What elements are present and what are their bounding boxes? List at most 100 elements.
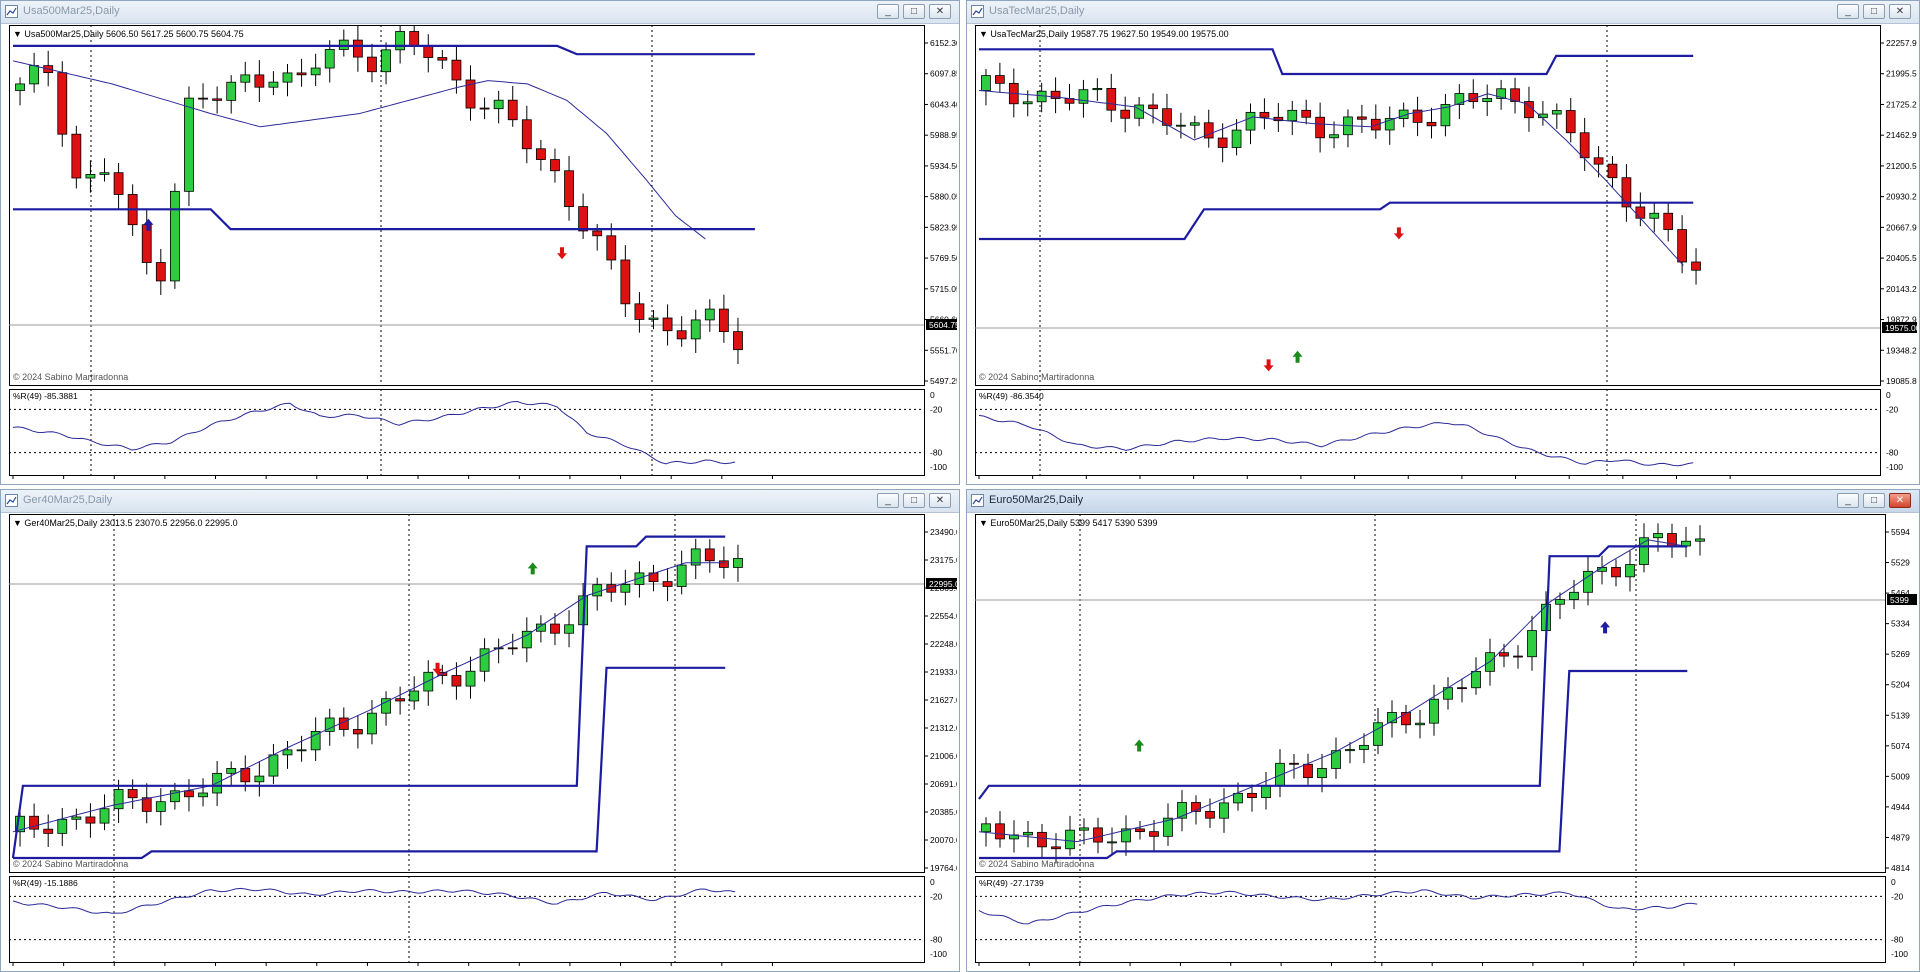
- williams-r-line: [12, 887, 736, 914]
- price-label: 20405.55: [1886, 253, 1917, 263]
- candle: [1440, 93, 1451, 137]
- maximize-button[interactable]: □: [1863, 4, 1885, 19]
- candle: [676, 550, 687, 595]
- sell-arrow-icon: [432, 662, 443, 675]
- candle: [1607, 156, 1618, 188]
- candle: [1415, 709, 1425, 739]
- price-chart[interactable]: ▼ UsaTecMar25,Daily 19587.75 19627.50 19…: [975, 25, 1917, 480]
- chart-window-ger40[interactable]: Ger40Mar25,Daily _ □ ✕ ▼ Ger40Mar25,Daily 23…: [0, 489, 960, 972]
- candle: [1203, 109, 1214, 148]
- candle: [981, 68, 991, 106]
- close-button[interactable]: ✕: [929, 4, 951, 19]
- candle: [550, 613, 560, 646]
- minimize-button[interactable]: _: [1837, 493, 1859, 508]
- candle: [465, 65, 476, 121]
- candle: [1555, 592, 1565, 619]
- maximize-button[interactable]: □: [903, 4, 925, 19]
- title-bar[interactable]: Euro50Mar25,Daily _ □ ✕: [967, 490, 1919, 513]
- chart-window-usa500[interactable]: Usa500Mar25,Daily _ □ ✕ ▼ Usa500Mar25,Daily …: [0, 0, 960, 485]
- price-label: 21933.0: [930, 667, 957, 677]
- candle: [57, 61, 68, 147]
- price-label: 4814: [1891, 863, 1910, 873]
- candle: [113, 779, 124, 824]
- candle: [521, 617, 532, 663]
- close-button[interactable]: ✕: [1889, 4, 1911, 19]
- candle: [1510, 77, 1520, 114]
- candle: [1482, 84, 1493, 117]
- candle: [564, 610, 574, 648]
- candle: [85, 160, 96, 193]
- indicator-label: -20: [1891, 891, 1904, 901]
- price-label: 23175.0: [930, 555, 957, 565]
- candle: [437, 49, 448, 69]
- candle: [1163, 803, 1173, 846]
- minimize-button[interactable]: _: [1837, 4, 1859, 19]
- candle: [296, 735, 307, 762]
- candle: [43, 814, 54, 847]
- candle: [465, 656, 476, 699]
- price-label: 20667.90: [1886, 222, 1917, 232]
- price-label: 20143.20: [1886, 284, 1917, 294]
- title-bar[interactable]: Usa500Mar25,Daily _ □ ✕: [1, 1, 959, 24]
- price-label: 5139: [1891, 710, 1910, 720]
- candle: [1454, 84, 1465, 120]
- last-price-tag: 5604.75: [926, 319, 957, 330]
- candle: [1331, 737, 1341, 779]
- indicator-pane-frame: [975, 876, 1886, 963]
- candle: [310, 717, 321, 761]
- maximize-button[interactable]: □: [1863, 493, 1885, 508]
- price-label: 20930.25: [1886, 192, 1917, 202]
- svg-text:19575.00: 19575.00: [1885, 323, 1917, 333]
- price-label: 20070.0: [930, 835, 957, 845]
- candle: [1289, 754, 1299, 779]
- candle: [718, 294, 729, 343]
- price-label: 22248.0: [930, 639, 957, 649]
- title-bar[interactable]: Ger40Mar25,Daily _ □ ✕: [1, 490, 959, 513]
- price-chart[interactable]: ▼ Usa500Mar25,Daily 5606.50 5617.25 5600…: [9, 25, 957, 480]
- price-label: 5529: [1891, 558, 1910, 568]
- chart-window-icon: [971, 494, 984, 507]
- williams-r-line: [978, 889, 1698, 925]
- candle: [29, 803, 40, 838]
- close-button[interactable]: ✕: [1889, 493, 1911, 508]
- candle: [1583, 556, 1593, 606]
- indicator-label: -100: [1891, 949, 1908, 959]
- candle: [507, 85, 518, 127]
- candle: [99, 794, 110, 831]
- buy-arrow-icon: [1600, 621, 1611, 634]
- price-label: 5934.50: [930, 161, 957, 171]
- candle: [1219, 788, 1229, 833]
- candle: [1496, 79, 1506, 110]
- candle: [479, 97, 490, 120]
- williams-r-line: [12, 400, 736, 465]
- chart-window-euro50[interactable]: Euro50Mar25,Daily _ □ ✕ ▼ Euro50Mar25,Daily …: [966, 489, 1920, 972]
- title-bar[interactable]: UsaTecMar25,Daily _ □ ✕: [967, 1, 1919, 24]
- candle: [648, 309, 659, 330]
- candle: [1301, 99, 1312, 125]
- candle: [1037, 823, 1047, 858]
- candle: [606, 223, 617, 270]
- close-button[interactable]: ✕: [929, 493, 951, 508]
- price-chart[interactable]: ▼ Euro50Mar25,Daily 5399 5417 5390 5399 5…: [975, 514, 1917, 967]
- buy-arrow-icon: [527, 562, 538, 575]
- candle: [1695, 525, 1705, 556]
- candle: [1426, 107, 1437, 139]
- price-chart[interactable]: ▼ Ger40Mar25,Daily 23013.5 23070.5 22956…: [9, 514, 957, 967]
- price-label: 19085.85: [1886, 376, 1917, 386]
- indicator-label: -80: [1886, 448, 1899, 458]
- price-label: 6152.30: [930, 38, 957, 48]
- last-price-tag: 19575.00: [1882, 322, 1917, 333]
- candle: [1401, 704, 1411, 734]
- candle: [1233, 782, 1243, 811]
- minimize-button[interactable]: _: [877, 493, 899, 508]
- last-price-tag: 5399: [1887, 594, 1917, 605]
- window-title: UsaTecMar25,Daily: [989, 5, 1085, 17]
- minimize-button[interactable]: _: [877, 4, 899, 19]
- candle: [226, 75, 237, 114]
- candle: [662, 568, 673, 602]
- maximize-button[interactable]: □: [903, 493, 925, 508]
- candle: [690, 309, 701, 353]
- price-label: 5988.95: [930, 130, 957, 140]
- moving-average-line: [12, 60, 706, 240]
- chart-window-usatec[interactable]: UsaTecMar25,Daily _ □ ✕ ▼ UsaTecMar25,Daily …: [966, 0, 1920, 485]
